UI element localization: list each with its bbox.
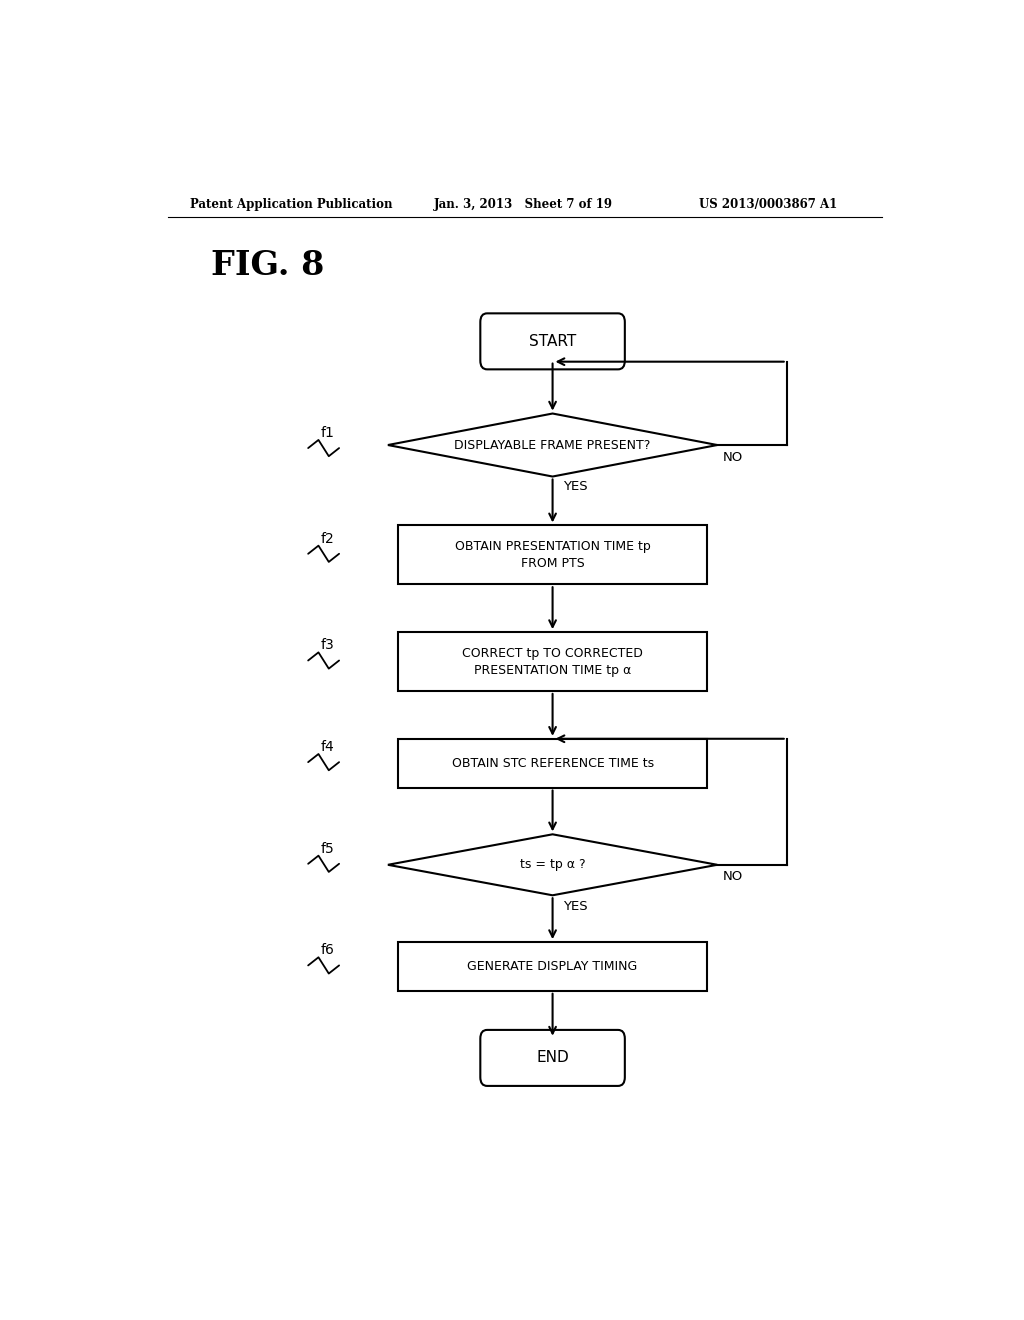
Text: f5: f5 <box>321 842 334 855</box>
Text: f2: f2 <box>321 532 334 545</box>
Polygon shape <box>388 413 717 477</box>
Text: OBTAIN PRESENTATION TIME tp
FROM PTS: OBTAIN PRESENTATION TIME tp FROM PTS <box>455 540 650 570</box>
Text: f6: f6 <box>321 944 334 957</box>
Text: GENERATE DISPLAY TIMING: GENERATE DISPLAY TIMING <box>467 960 638 973</box>
Polygon shape <box>397 942 708 991</box>
Polygon shape <box>397 632 708 690</box>
Text: YES: YES <box>563 480 588 494</box>
Text: OBTAIN STC REFERENCE TIME ts: OBTAIN STC REFERENCE TIME ts <box>452 756 653 770</box>
Text: Jan. 3, 2013   Sheet 7 of 19: Jan. 3, 2013 Sheet 7 of 19 <box>433 198 612 211</box>
Text: START: START <box>529 334 577 348</box>
Text: NO: NO <box>723 450 743 463</box>
Polygon shape <box>388 834 717 895</box>
Polygon shape <box>397 525 708 585</box>
Text: f3: f3 <box>321 639 334 652</box>
Text: END: END <box>537 1051 569 1065</box>
Text: CORRECT tp TO CORRECTED
PRESENTATION TIME tp α: CORRECT tp TO CORRECTED PRESENTATION TIM… <box>462 647 643 677</box>
Text: f4: f4 <box>321 741 334 754</box>
FancyBboxPatch shape <box>480 1030 625 1086</box>
Text: US 2013/0003867 A1: US 2013/0003867 A1 <box>699 198 838 211</box>
Text: ts = tp α ?: ts = tp α ? <box>520 858 586 871</box>
Text: DISPLAYABLE FRAME PRESENT?: DISPLAYABLE FRAME PRESENT? <box>455 438 651 451</box>
Text: NO: NO <box>723 870 743 883</box>
Polygon shape <box>397 739 708 788</box>
Text: FIG. 8: FIG. 8 <box>211 248 325 281</box>
Text: f1: f1 <box>321 426 334 440</box>
Text: Patent Application Publication: Patent Application Publication <box>189 198 392 211</box>
Text: YES: YES <box>563 900 588 913</box>
FancyBboxPatch shape <box>480 313 625 370</box>
